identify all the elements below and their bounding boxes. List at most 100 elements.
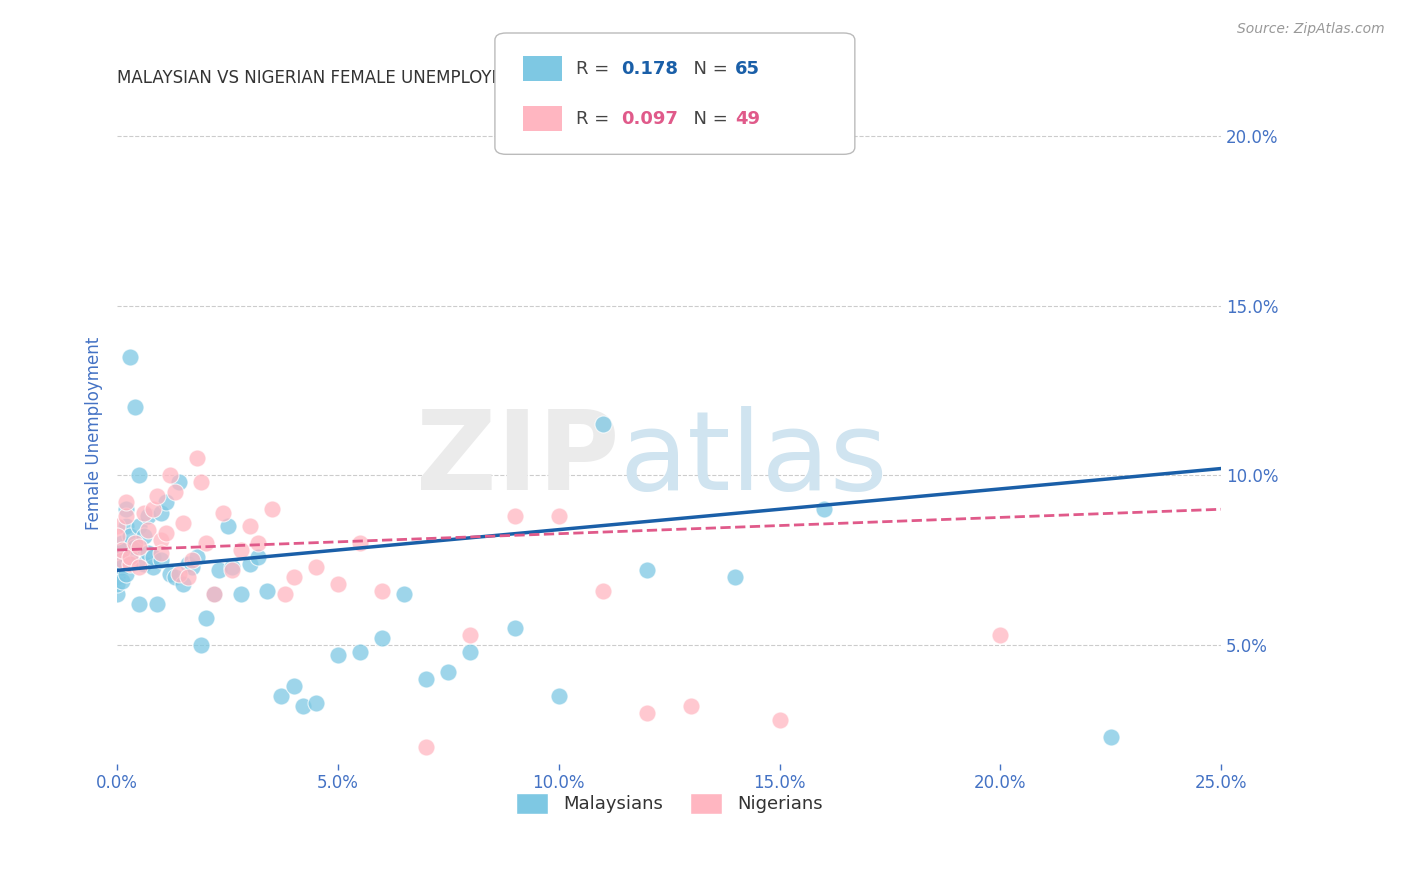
Point — [163, 485, 186, 500]
Point — [221, 563, 243, 577]
Point — [105, 587, 128, 601]
Text: 0.178: 0.178 — [621, 60, 679, 78]
Point — [120, 529, 142, 543]
Point — [115, 509, 138, 524]
Point — [260, 502, 283, 516]
Point — [124, 536, 146, 550]
Point — [190, 475, 212, 489]
Point — [172, 577, 194, 591]
Point — [105, 577, 128, 591]
Point — [150, 553, 173, 567]
Point — [326, 577, 349, 591]
Point — [415, 739, 437, 754]
Point — [349, 536, 371, 550]
Point — [136, 509, 159, 524]
Point — [120, 557, 142, 571]
Point — [159, 468, 181, 483]
Point — [105, 570, 128, 584]
Point — [128, 560, 150, 574]
Point — [291, 699, 314, 714]
Text: atlas: atlas — [620, 406, 889, 513]
Point — [813, 502, 835, 516]
Point — [105, 529, 128, 543]
Point — [115, 519, 138, 533]
Point — [239, 519, 262, 533]
Point — [256, 583, 278, 598]
Point — [221, 560, 243, 574]
Point — [177, 557, 200, 571]
Point — [177, 570, 200, 584]
Text: N =: N = — [682, 110, 734, 128]
Point — [437, 665, 460, 680]
Point — [120, 549, 142, 564]
Point — [592, 583, 614, 598]
Point — [110, 543, 132, 558]
Point — [110, 553, 132, 567]
Point — [190, 638, 212, 652]
Point — [110, 543, 132, 558]
Text: 65: 65 — [735, 60, 761, 78]
Point — [592, 417, 614, 432]
Point — [186, 451, 208, 466]
Point — [141, 560, 163, 574]
Point — [120, 350, 142, 364]
Point — [636, 706, 658, 720]
Point — [136, 523, 159, 537]
Point — [124, 540, 146, 554]
Point — [120, 549, 142, 564]
Point — [110, 560, 132, 574]
Point — [115, 495, 138, 509]
Point — [105, 553, 128, 567]
Point — [181, 560, 204, 574]
Point — [392, 587, 415, 601]
Point — [274, 587, 297, 601]
Point — [503, 621, 526, 635]
Point — [229, 587, 252, 601]
Point — [167, 475, 190, 489]
Point — [163, 570, 186, 584]
Text: Source: ZipAtlas.com: Source: ZipAtlas.com — [1237, 22, 1385, 37]
Point — [247, 536, 270, 550]
Text: N =: N = — [682, 60, 734, 78]
Point — [105, 519, 128, 533]
Point — [326, 648, 349, 663]
Point — [988, 628, 1011, 642]
Point — [146, 489, 169, 503]
Point — [194, 611, 217, 625]
Text: MALAYSIAN VS NIGERIAN FEMALE UNEMPLOYMENT CORRELATION CHART: MALAYSIAN VS NIGERIAN FEMALE UNEMPLOYMEN… — [117, 69, 724, 87]
Point — [141, 502, 163, 516]
Point — [547, 509, 569, 524]
Point — [172, 516, 194, 530]
Point — [181, 553, 204, 567]
Point — [239, 557, 262, 571]
Point — [212, 506, 235, 520]
Point — [132, 529, 155, 543]
Point — [681, 699, 703, 714]
Point — [150, 533, 173, 547]
Point — [247, 549, 270, 564]
Point — [132, 506, 155, 520]
Point — [202, 587, 225, 601]
Point — [115, 566, 138, 581]
Point — [305, 560, 328, 574]
Point — [115, 502, 138, 516]
Point — [146, 597, 169, 611]
Point — [110, 574, 132, 588]
Text: R =: R = — [576, 110, 616, 128]
Point — [283, 679, 305, 693]
Point — [167, 566, 190, 581]
Point — [132, 557, 155, 571]
Point — [768, 713, 790, 727]
Point — [283, 570, 305, 584]
Point — [159, 566, 181, 581]
Point — [136, 546, 159, 560]
Point — [305, 696, 328, 710]
Point — [128, 597, 150, 611]
Point — [547, 689, 569, 703]
Point — [128, 540, 150, 554]
Point — [415, 672, 437, 686]
Point — [460, 645, 482, 659]
Point — [229, 543, 252, 558]
Point — [155, 526, 177, 541]
Point — [155, 495, 177, 509]
